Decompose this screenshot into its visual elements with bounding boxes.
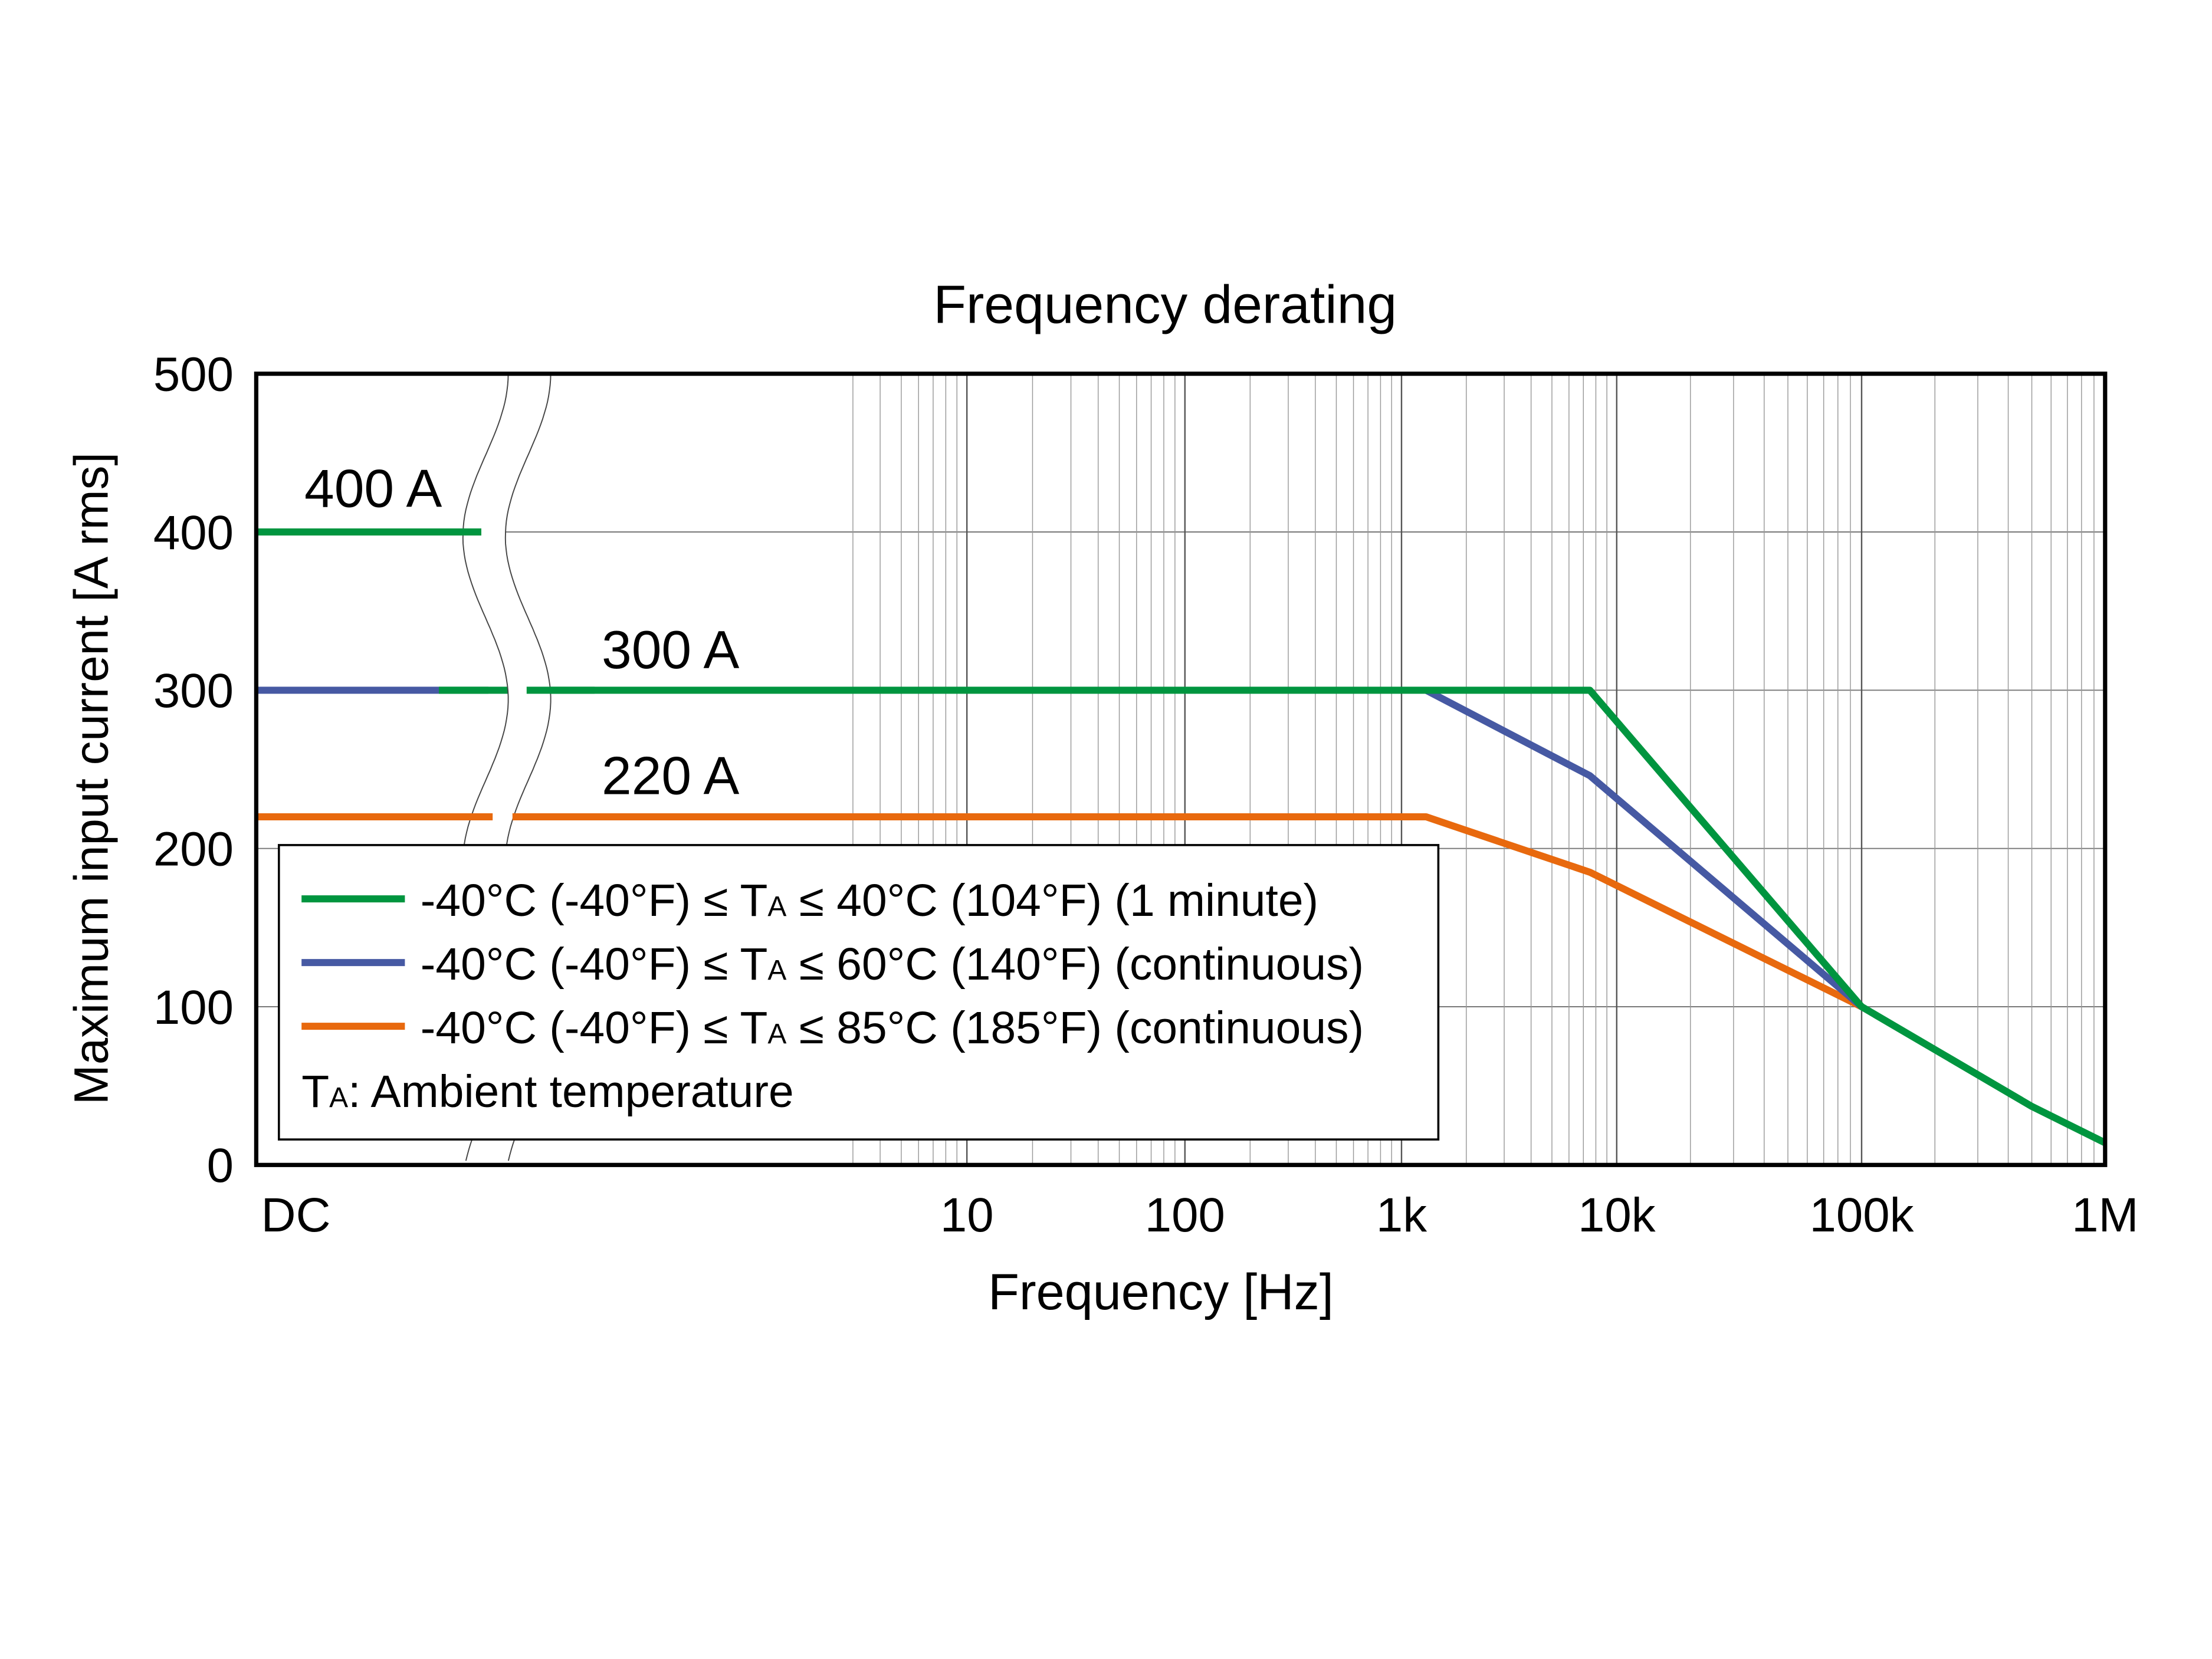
value-annotation: 220 A xyxy=(602,746,739,806)
legend-entry: -40°C (-40°F) ≤ TA ≤ 60°C (140°F) (conti… xyxy=(421,939,1364,990)
x-tick-label: 10 xyxy=(940,1188,994,1242)
annotations: 400 A 300 A 220 A xyxy=(304,458,739,806)
series-lines xyxy=(256,686,2107,1146)
dc-series-lines xyxy=(256,528,595,820)
legend-note: TA: Ambient temperature xyxy=(301,1066,793,1117)
series-line xyxy=(439,686,2107,1146)
value-annotation: 300 A xyxy=(602,620,739,680)
value-annotation: 400 A xyxy=(304,458,442,518)
legend-entry: -40°C (-40°F) ≤ TA ≤ 85°C (185°F) (conti… xyxy=(421,1003,1364,1053)
chart-title: Frequency derating xyxy=(933,274,1397,334)
y-tick-label: 0 xyxy=(207,1139,234,1192)
legend-box xyxy=(278,844,1440,1141)
y-tick-label: 400 xyxy=(153,506,234,560)
y-axis-label: Maximum input current [A rms] xyxy=(64,452,118,1105)
y-tick-label: 100 xyxy=(153,981,234,1034)
x-axis-label: Frequency [Hz] xyxy=(988,1264,1334,1320)
x-tick-label: 100 xyxy=(1145,1188,1225,1242)
tick-labels: 0 100 200 300 400 500 DC 10 100 1k 10k 100k 1M xyxy=(153,348,2139,1243)
x-tick-label: 1M xyxy=(2072,1188,2138,1242)
legend: -40°C (-40°F) ≤ TA ≤ 40°C (104°F) (1 min… xyxy=(278,844,1440,1141)
x-tick-label: 1k xyxy=(1376,1188,1427,1242)
x-tick-label: 100k xyxy=(1810,1188,1914,1242)
series-line xyxy=(1424,687,1864,1010)
legend-entry: -40°C (-40°F) ≤ TA ≤ 40°C (104°F) (1 min… xyxy=(421,875,1318,926)
y-tick-label: 300 xyxy=(153,664,234,718)
x-tick-label: 10k xyxy=(1578,1188,1656,1242)
x-tick-label: DC xyxy=(261,1188,331,1242)
y-tick-label: 200 xyxy=(153,822,234,876)
series-line xyxy=(256,813,1863,1010)
plot-frame xyxy=(254,372,2108,1167)
y-tick-label: 500 xyxy=(153,348,234,402)
